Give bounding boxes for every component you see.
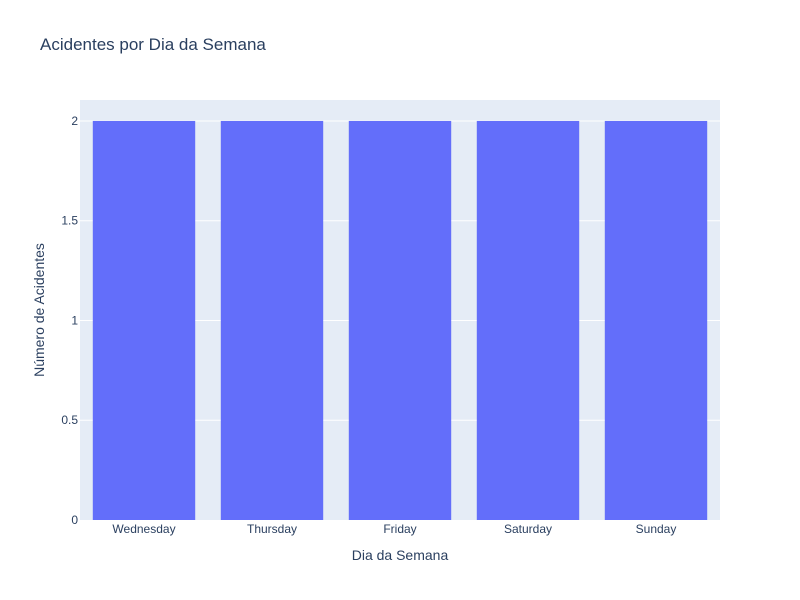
- x-tick-label: Thursday: [247, 522, 297, 536]
- bars: [92, 120, 708, 520]
- bar-saturday[interactable]: [476, 120, 580, 520]
- y-tick-label: 2: [71, 114, 78, 128]
- chart-title: Acidentes por Dia da Semana: [40, 35, 266, 54]
- bar-friday[interactable]: [348, 120, 452, 520]
- bar-wednesday[interactable]: [92, 120, 196, 520]
- x-tick-label: Sunday: [636, 522, 677, 536]
- bar-thursday[interactable]: [220, 120, 324, 520]
- y-tick-label: 0: [71, 513, 78, 527]
- x-tick-label: Saturday: [504, 522, 552, 536]
- y-tick-label: 1.5: [61, 214, 78, 228]
- y-axis-title: Número de Acidentes: [31, 243, 47, 377]
- bar-sunday[interactable]: [604, 120, 708, 520]
- x-tick-label: Friday: [383, 522, 416, 536]
- y-tick-label: 0.5: [61, 413, 78, 427]
- x-axis-title: Dia da Semana: [352, 547, 449, 563]
- y-axis-ticks: 0 0.5 1 1.5 2: [61, 114, 78, 527]
- x-tick-label: Wednesday: [112, 522, 175, 536]
- x-axis-ticks: Wednesday Thursday Friday Saturday Sunday: [112, 522, 676, 536]
- y-tick-label: 1: [71, 313, 78, 327]
